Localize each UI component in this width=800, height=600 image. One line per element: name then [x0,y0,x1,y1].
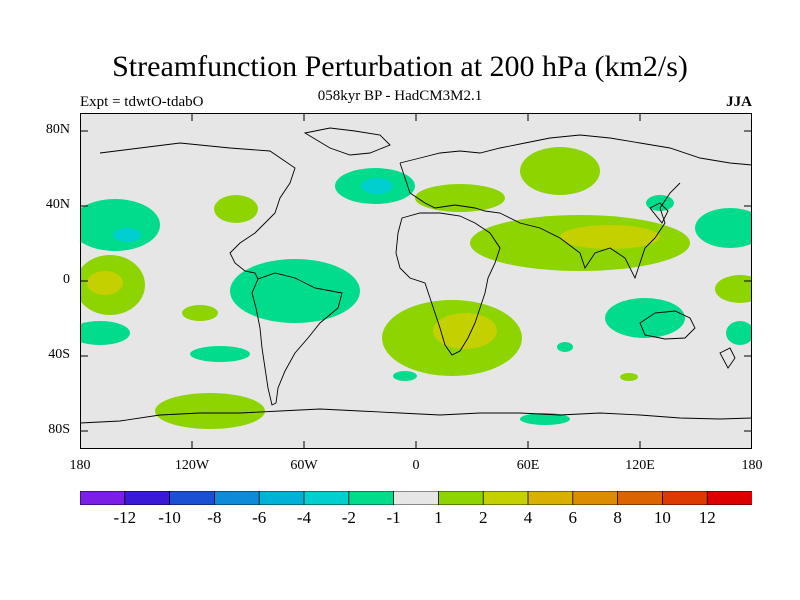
colorbar-swatch [348,491,395,505]
colorbar-tick-label: 4 [523,508,533,527]
colorbar-tick-label: -6 [252,508,267,527]
lon-label-0: 0 [412,458,420,473]
lon-label-120w: 120W [174,458,210,473]
chart-title: Streamfunction Perturbation at 200 hPa (… [112,50,688,83]
season-label: JJA [726,94,752,110]
lon-label-60w: 60W [290,458,318,473]
colorbar-swatch [303,491,350,505]
lat-label-0: 0 [63,272,70,287]
colorbar-swatch [706,491,752,505]
experiment-label: Expt = tdwtO-tdabO [80,94,204,110]
colorbar-swatch [572,491,619,505]
colorbar-tick-label: 6 [568,508,578,527]
lat-label-80n: 80N [45,122,70,137]
colorbar-swatch [527,491,574,505]
negative-anomaly-regions [80,168,752,425]
chart-subtitle: 058kyr BP - HadCM3M2.1 [317,88,483,104]
colorbar-swatch [393,491,440,505]
colorbar-tick-label: -10 [158,508,181,527]
colorbar [80,491,752,505]
colorbar-swatch [124,491,171,505]
strong-positive-anomaly-regions [87,225,660,349]
map-background [80,113,752,449]
colorbar-tick-label: 8 [613,508,622,527]
lat-label-40n: 40N [45,197,70,212]
colorbar-tick-label: -1 [386,508,401,527]
colorbar-swatch [617,491,664,505]
colorbar-swatch [258,491,305,505]
colorbar-tick-label: 10 [653,508,671,527]
colorbar-tick-label: 12 [698,508,716,527]
lon-label-180e: 180 [741,458,763,473]
colorbar-tick-label: 1 [434,508,443,527]
colorbar-swatch [437,491,485,505]
colorbar-swatch [662,491,709,505]
colorbar-swatch [80,491,126,505]
colorbar-swatch [169,491,216,505]
lon-label-180w: 180 [69,458,91,473]
lon-label-120e: 120E [625,458,655,473]
strong-negative-anomaly-regions [113,178,393,242]
colorbar-swatch [482,491,529,505]
colorbar-swatch [213,491,261,505]
lat-label-40s: 40S [48,347,70,362]
lon-label-60e: 60E [516,458,540,473]
colorbar-tick-label: -12 [113,508,137,527]
map-panel [80,113,752,449]
coastlines [80,127,752,424]
lat-label-80s: 80S [48,422,70,437]
map-ticks [80,113,752,449]
colorbar-tick-label: 2 [478,508,488,527]
colorbar-tick-label: -4 [296,508,312,527]
colorbar-tick-label: -2 [341,508,356,527]
colorbar-tick-label: -8 [207,508,222,527]
